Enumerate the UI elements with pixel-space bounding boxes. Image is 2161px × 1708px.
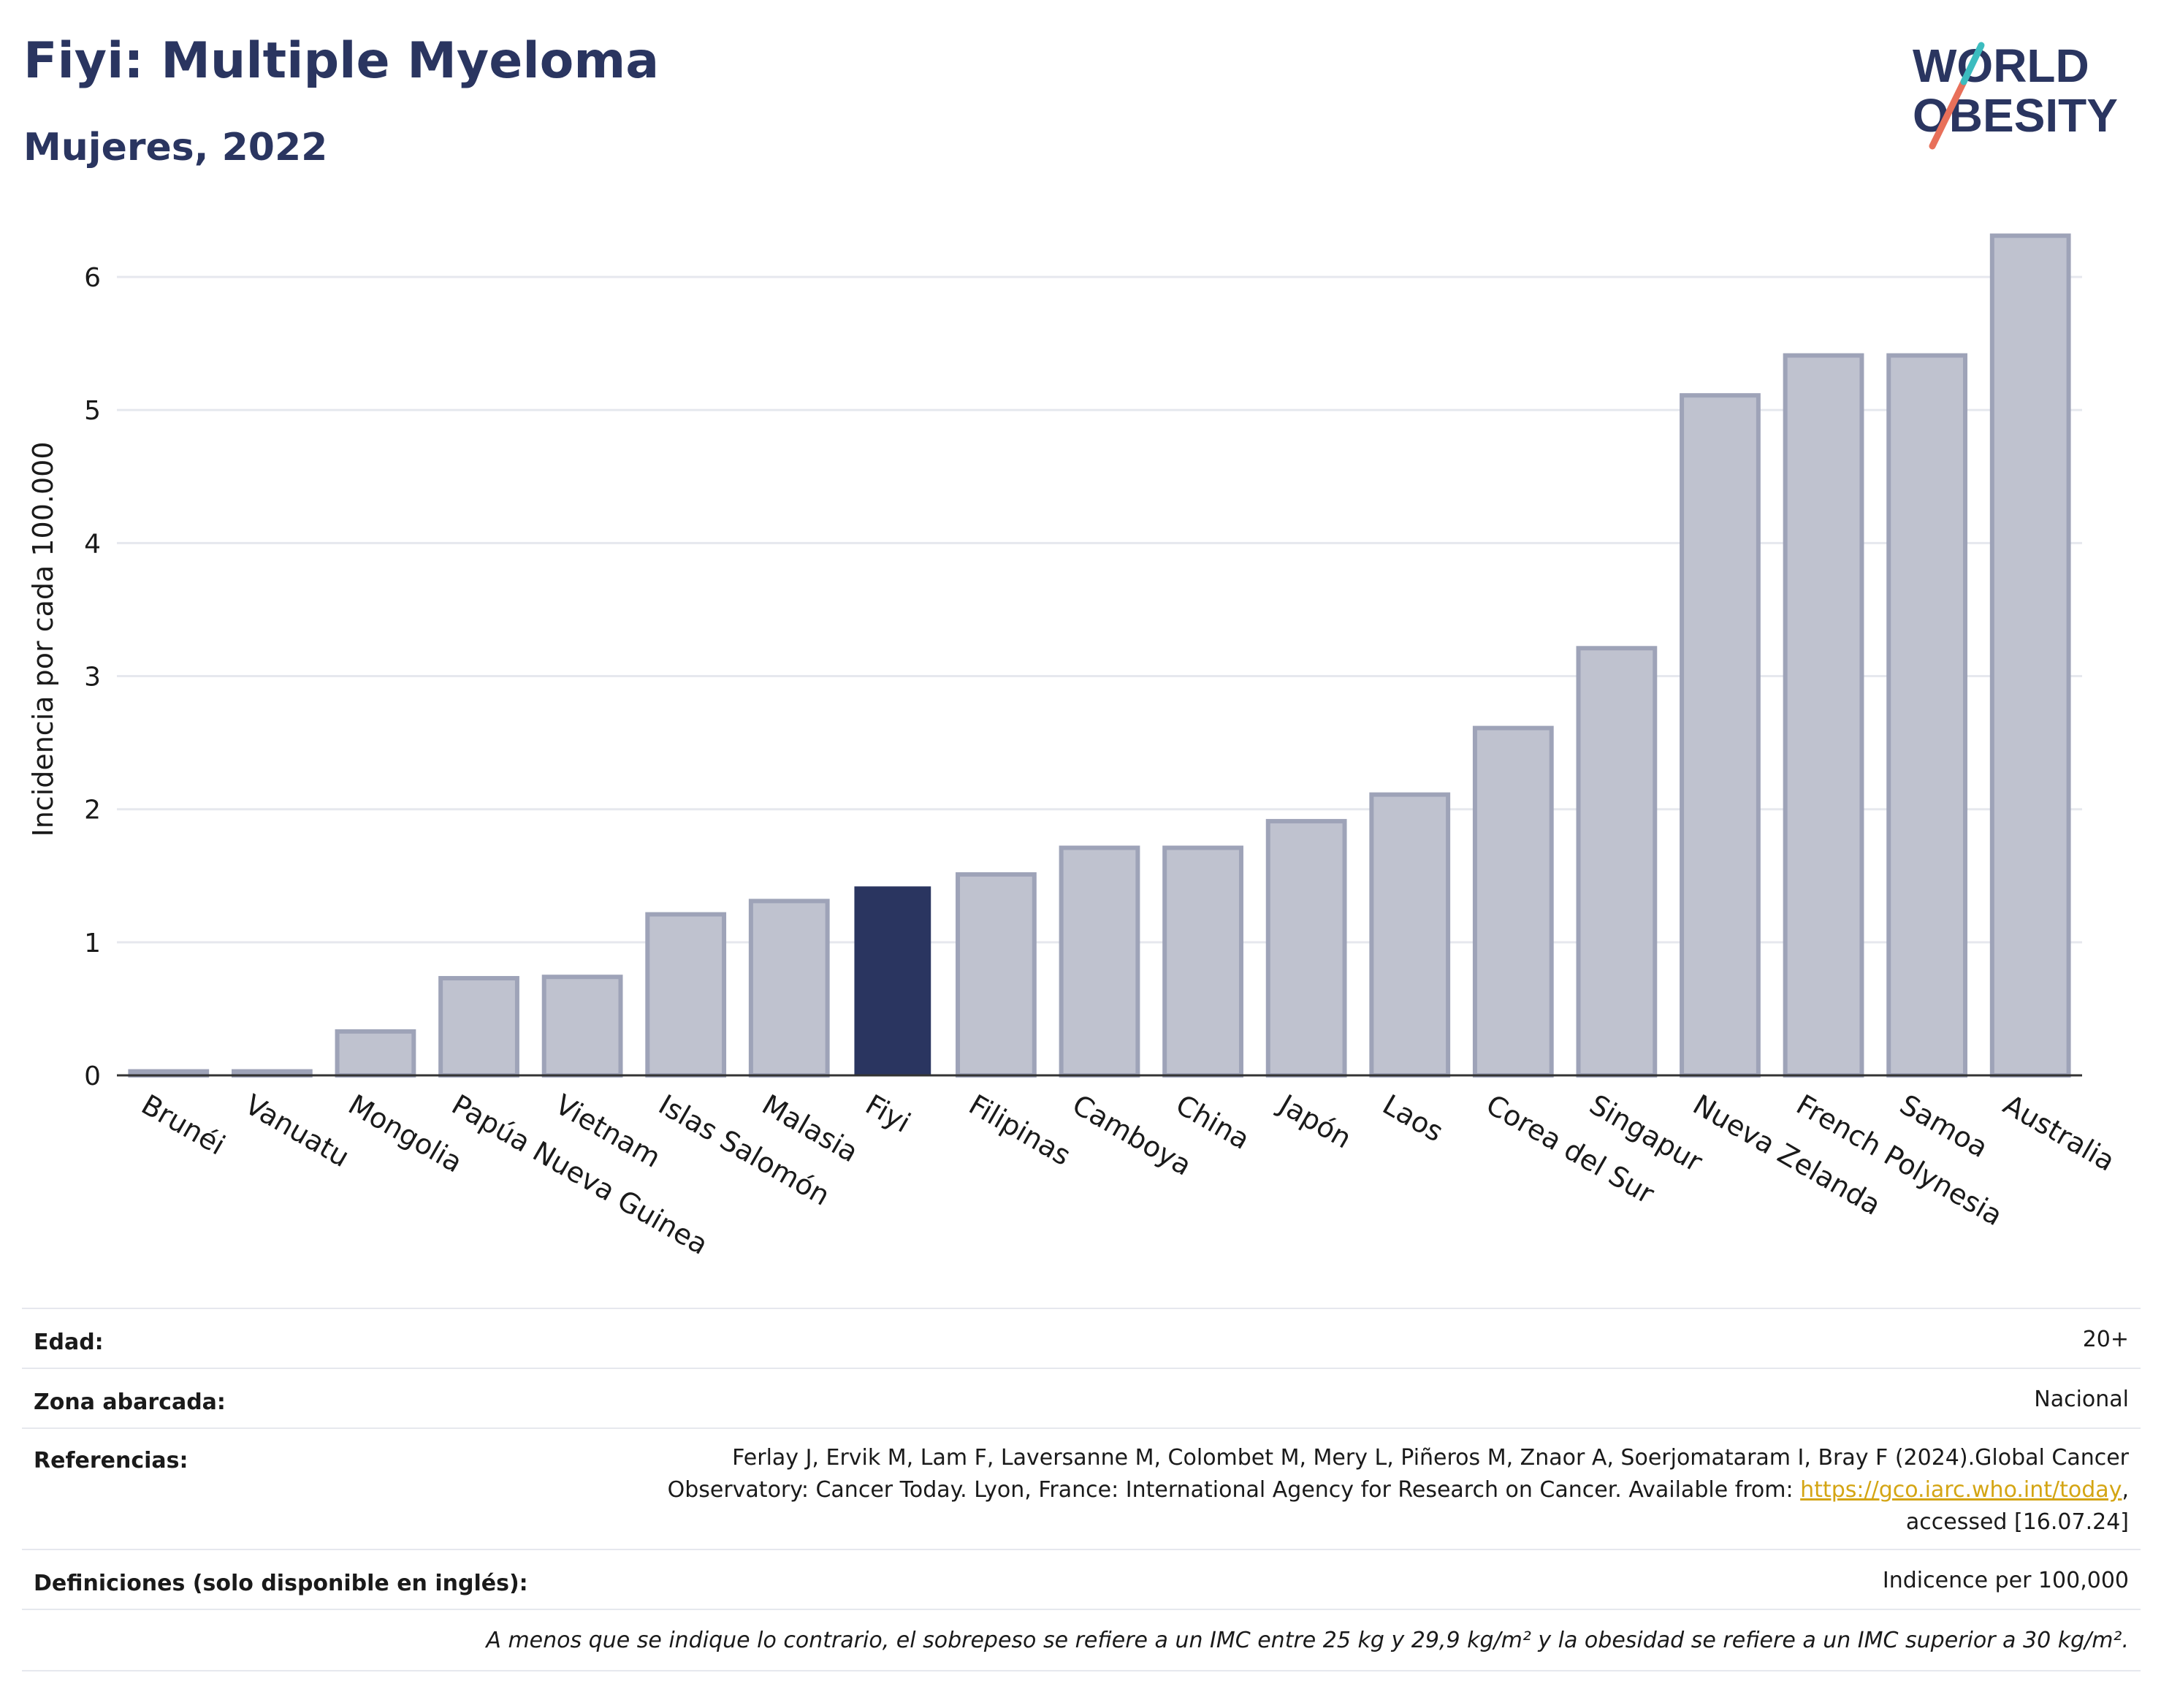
bar-samoa [1886,353,1968,1078]
bar-mongolia [335,1029,416,1078]
x-tick-label: Laos [1377,1089,1449,1148]
bar-islas-salom-n [645,912,727,1078]
bar-china [1162,845,1243,1078]
defs-label: Definiciones (solo disponible en inglés)… [34,1571,528,1596]
defs-value: Indicence per 100,000 [1882,1568,2129,1593]
refs-line-1: Ferlay J, Ervik M, Lam F, Laversanne M, … [732,1445,2129,1471]
bar-french-polynesia [1783,353,1864,1078]
y-axis-label: Incidencia por cada 100.000 [27,441,59,836]
bar-singapur [1576,646,1658,1078]
chart-title: Fiyi: Multiple Myeloma [23,32,660,90]
refs-line-2: Observatory: Cancer Today. Lyon, France:… [668,1474,2129,1506]
bar-filipinas [956,872,1037,1078]
bar-vietnam [541,975,623,1078]
area-value: Nacional [2034,1387,2129,1412]
y-tick-label: 5 [84,396,101,426]
x-tick-label: Fiyi [860,1089,915,1139]
x-tick-label: Islas Salomón [653,1089,835,1212]
x-tick-label: Australia [1998,1089,2121,1178]
meta-refs-row: Referencias: Ferlay J, Ervik M, Lam F, L… [22,1427,2141,1550]
bars [128,233,2071,1078]
age-value: 20+ [2082,1327,2129,1352]
meta-age-row: Edad: 20+ [22,1308,2141,1369]
meta-area-row: Zona abarcada: Nacional [22,1368,2141,1429]
refs-line-3: accessed [16.07.24] [1905,1509,2129,1535]
x-tick-label: Filipinas [964,1089,1076,1172]
x-tick-label: Japón [1273,1088,1357,1155]
y-tick-label: 6 [84,263,101,293]
y-tick-label: 4 [84,529,101,559]
world-obesity-logo: WORLD OBESITY [1913,39,2118,150]
logo-slash-red [1929,78,1967,150]
bar-corea-del-sur [1472,725,1554,1078]
x-tick-label: Camboya [1067,1089,1197,1182]
bar-camboya [1059,845,1140,1078]
y-tick-label: 3 [84,663,101,693]
bar-fiyi [854,886,931,1075]
y-tick-label: 0 [84,1061,101,1091]
definitions-note: A menos que se indique lo contrario, el … [486,1628,2129,1653]
bar-pap-a-nueva-guinea [438,976,519,1078]
bar-australia [1989,233,2071,1078]
logo-word-1: WORLD [1913,39,2089,92]
bar-malasia [748,899,830,1078]
refs-line-2-end: , [2122,1477,2129,1503]
meta-note-row: A menos que se indique lo contrario, el … [22,1609,2141,1671]
bar-laos [1369,792,1451,1078]
refs-link[interactable]: https://gco.iarc.who.int/today [1800,1477,2122,1503]
refs-label: Referencias: [34,1448,188,1473]
y-tick-label: 2 [84,796,101,826]
x-tick-label: Mongolia [343,1089,468,1179]
refs-line-2-text: Observatory: Cancer Today. Lyon, France:… [667,1477,1801,1503]
x-tick-label: Nueva Zelanda [1688,1089,1886,1221]
x-tick-label: Brunéi [136,1089,230,1162]
age-label: Edad: [34,1330,104,1355]
chart-subtitle: Mujeres, 2022 [23,126,328,169]
area-label: Zona abarcada: [34,1389,226,1415]
logo-slash-teal [1960,42,1985,85]
bar-nueva-zelanda [1680,393,1761,1078]
x-tick-label: Vanuatu [240,1089,355,1173]
bar-jap-n [1265,819,1347,1078]
refs-value: Ferlay J, Ervik M, Lam F, Laversanne M, … [668,1442,2129,1539]
meta-defs-row: Definiciones (solo disponible en inglés)… [22,1549,2141,1610]
y-tick-label: 1 [84,929,101,958]
